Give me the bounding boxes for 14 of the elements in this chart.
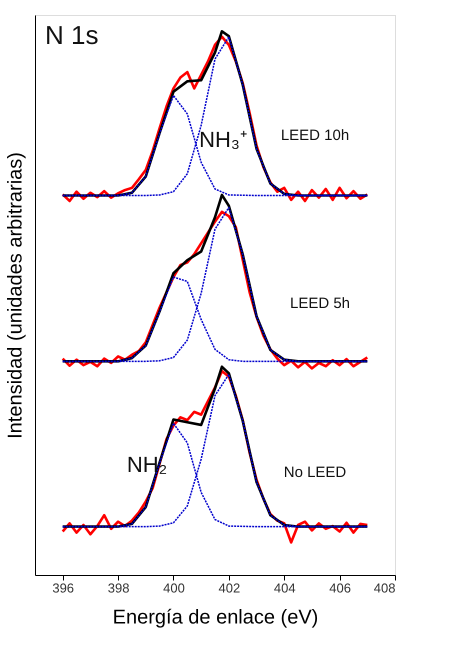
x-tick-label: 408 <box>374 580 396 596</box>
x-axis-title: Energía de enlace (eV) <box>112 606 318 628</box>
annotation: NH₃⁺ <box>199 127 247 152</box>
x-tick-label: 396 <box>52 580 74 596</box>
x-tick-label: 406 <box>329 580 351 596</box>
y-axis-title: Intensidad (unidades arbitrarias) <box>4 152 26 439</box>
annotation: LEED 10h <box>280 127 350 144</box>
annotation: No LEED <box>284 464 346 481</box>
x-tick-label: 404 <box>274 580 296 596</box>
x-tick-label: 398 <box>108 580 130 596</box>
x-tick-label: 400 <box>163 580 185 596</box>
x-tick-label: 402 <box>218 580 240 596</box>
annotation: N 1s <box>45 20 98 50</box>
annotation: LEED 5h <box>290 295 350 312</box>
